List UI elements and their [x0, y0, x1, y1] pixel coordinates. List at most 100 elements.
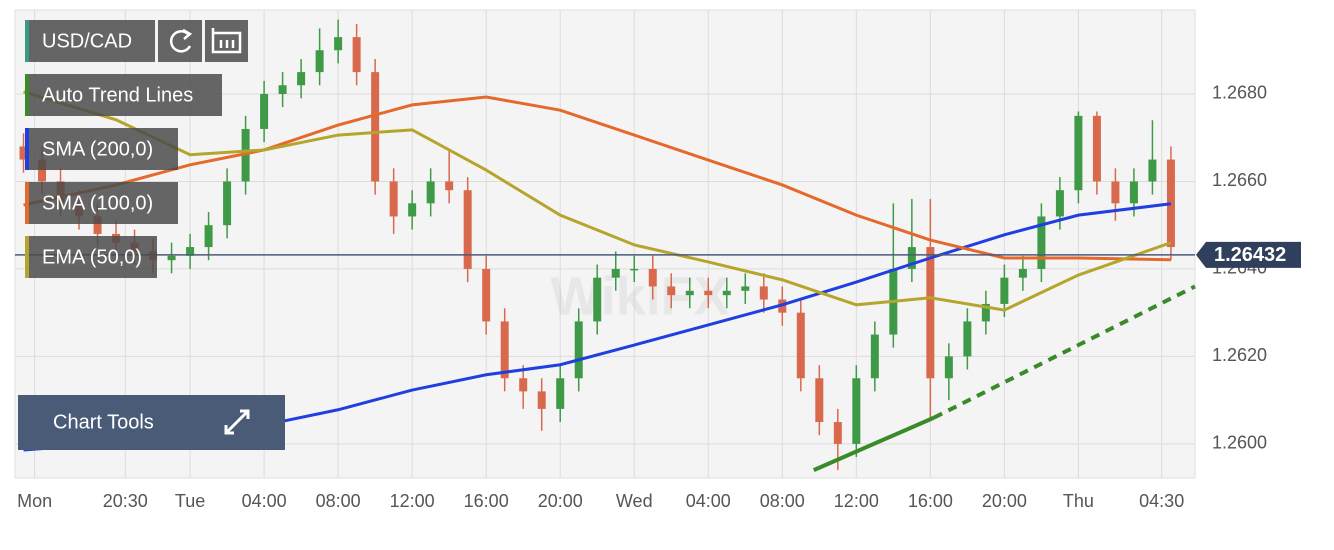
x-tick-label: 16:00	[908, 491, 953, 511]
candle-body	[1018, 268, 1027, 278]
x-tick-label: 04:00	[686, 491, 731, 511]
symbol-stripe	[25, 20, 29, 62]
candle-body	[611, 268, 620, 278]
candle-body	[556, 378, 565, 409]
candle-body	[426, 181, 435, 204]
candle-body	[1055, 190, 1064, 217]
y-tick-label: 1.2680	[1212, 83, 1267, 103]
indicator-line	[23, 95, 1171, 262]
x-tick-label: 04:00	[242, 491, 287, 511]
candle-body	[297, 72, 306, 86]
candle-body	[1111, 181, 1120, 204]
chart-tools-button[interactable]	[18, 395, 285, 450]
candle-body	[833, 422, 842, 444]
candle-body	[926, 247, 935, 379]
candle-body	[1092, 115, 1101, 182]
y-tick-label: 1.2620	[1212, 345, 1267, 365]
legend-entry[interactable]	[25, 128, 178, 170]
candle-body	[537, 391, 546, 409]
candle-body	[519, 378, 528, 392]
candle-body	[1037, 216, 1046, 269]
x-tick-label: 08:00	[760, 491, 805, 511]
candle-body	[463, 190, 472, 269]
candle-body	[352, 37, 361, 73]
candle-body	[260, 93, 269, 129]
candle-body	[704, 290, 713, 296]
refresh-arrow	[182, 28, 193, 40]
candle-body	[1000, 277, 1009, 304]
x-tick-label: Tue	[175, 491, 205, 511]
candle-body	[759, 286, 768, 300]
refresh-icon	[169, 30, 192, 53]
candle-body	[482, 268, 491, 322]
candle-body	[667, 286, 676, 296]
trend-projection	[933, 284, 1196, 420]
candle-body	[93, 216, 102, 234]
candle-body	[315, 50, 324, 73]
candle-body	[574, 321, 583, 379]
candle-body	[186, 247, 195, 256]
x-tick-label: 12:00	[834, 491, 879, 511]
x-tick-label: 08:00	[316, 491, 361, 511]
candle-body	[1074, 115, 1083, 191]
legend-entry[interactable]	[25, 182, 178, 224]
x-tick-label: 20:30	[103, 491, 148, 511]
candle-body	[334, 37, 343, 51]
candle-body	[685, 290, 694, 296]
legend-swatch	[25, 236, 29, 278]
legend-entry[interactable]	[25, 236, 157, 278]
y-tick-label: 1.2660	[1212, 170, 1267, 190]
candle-body	[223, 181, 232, 226]
candle-body	[907, 247, 916, 269]
x-tick-label: 20:00	[982, 491, 1027, 511]
candle-body	[944, 356, 953, 379]
candle-body	[722, 290, 731, 296]
candle-body	[167, 255, 176, 261]
candle-body	[38, 159, 47, 182]
candle-body	[204, 225, 213, 248]
x-tick-label: 12:00	[390, 491, 435, 511]
y-tick-label: 1.2600	[1212, 433, 1267, 453]
chart-tools-label: Chart Tools	[53, 411, 154, 433]
legend-label: EMA (50,0)	[42, 246, 142, 268]
candle-body	[741, 286, 750, 291]
candle-body	[389, 181, 398, 217]
candle-body	[796, 312, 805, 379]
trend-line	[812, 415, 935, 472]
legend-entry[interactable]	[25, 74, 222, 116]
legend-label: SMA (100,0)	[42, 192, 153, 214]
candle-body	[981, 303, 990, 322]
candle-body	[870, 334, 879, 379]
candle-body	[648, 268, 657, 287]
legend-label: Auto Trend Lines	[42, 84, 193, 106]
candle-body	[19, 146, 28, 160]
candle-body	[1148, 159, 1157, 182]
refresh-button[interactable]	[158, 20, 202, 62]
symbol-label: USD/CAD	[42, 30, 132, 52]
indicator-line	[23, 90, 1172, 312]
x-tick-label: Wed	[616, 491, 653, 511]
expand-icon	[224, 409, 250, 435]
legend-swatch	[25, 128, 29, 170]
candle-body	[1166, 159, 1175, 248]
legend-swatch	[25, 74, 29, 116]
last-price-label: 1.26432	[1214, 244, 1286, 266]
candle-body	[278, 85, 287, 94]
calendar-icon	[211, 28, 242, 54]
x-tick-label: 16:00	[464, 491, 509, 511]
candle-body	[963, 321, 972, 357]
x-tick-label: 20:00	[538, 491, 583, 511]
legend-swatch	[25, 182, 29, 224]
x-tick-label: Thu	[1063, 491, 1094, 511]
last-price-tag	[1196, 241, 1301, 268]
symbol-button[interactable]	[25, 20, 155, 62]
candle-body	[593, 277, 602, 322]
x-tick-label: Mon	[17, 491, 52, 511]
candle-body	[371, 72, 380, 182]
x-tick-label: 04:30	[1139, 491, 1184, 511]
candle-body	[445, 181, 454, 191]
watermark: WikiFX	[550, 266, 730, 326]
candle-body	[815, 378, 824, 423]
candle-body	[630, 268, 639, 271]
